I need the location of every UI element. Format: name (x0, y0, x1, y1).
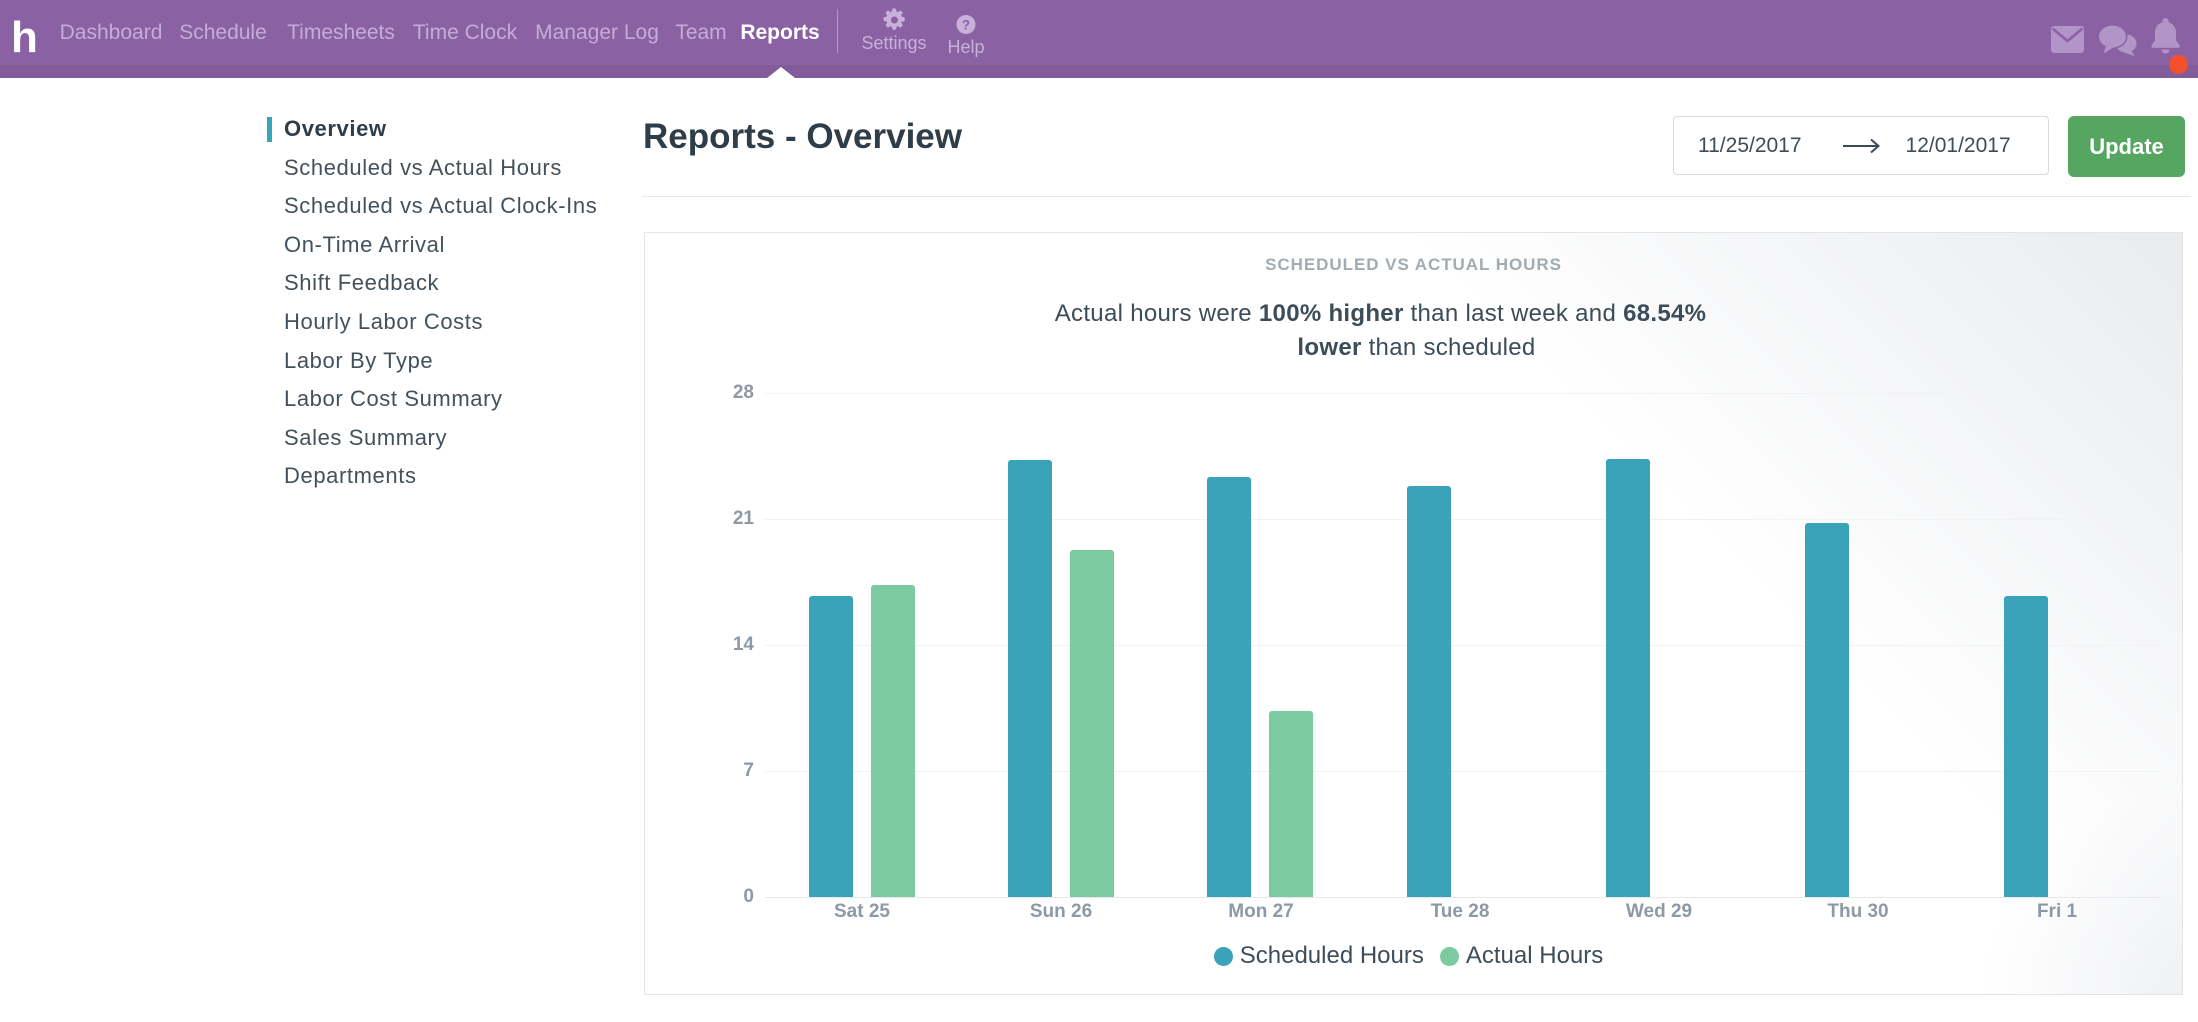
svg-text:?: ? (962, 17, 970, 32)
